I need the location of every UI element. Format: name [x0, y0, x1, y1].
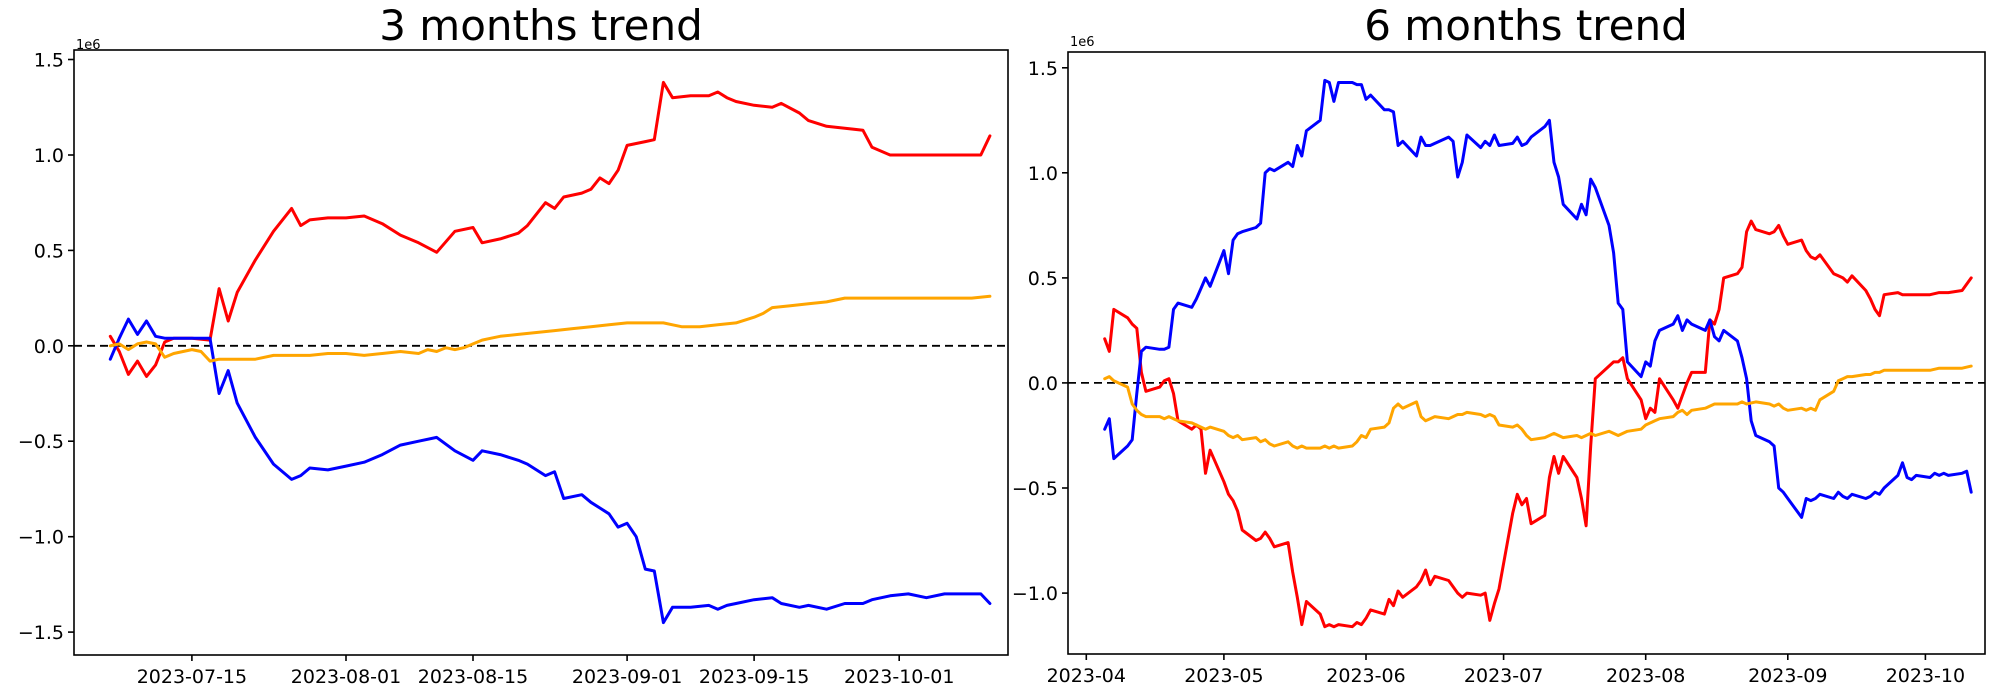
x-tick-label: 2023-09-15: [699, 666, 809, 688]
three-months-trend-chart: 2023-07-15 2023-08-01 2023-08-15 2023-09-01…: [18, 49, 1009, 688]
right-axis-scale-label: 1e6: [1070, 35, 1095, 50]
y-tick-label: −0.5: [1012, 478, 1058, 500]
right-chart-title: 6 months trend: [1364, 1, 1688, 50]
plot-border: [1067, 51, 1986, 655]
x-tick-label: 2023-07-15: [137, 666, 247, 688]
x-tick-label: 2023-08-01: [291, 666, 401, 688]
y-tick-label: 0.0: [1028, 373, 1058, 395]
x-tick-label: 2023-10-01: [844, 666, 954, 688]
x-tick-label: 2023-10: [1886, 665, 1965, 687]
x-tick-label: 2023-07: [1464, 665, 1543, 687]
y-tick-label: −0.5: [18, 431, 64, 453]
y-tick-label: −1.5: [18, 622, 64, 644]
y-tick-label: 1.5: [1028, 58, 1058, 80]
plot-border: [73, 49, 1009, 656]
x-tick-label: 2023-06: [1326, 665, 1405, 687]
left-chart-title: 3 months trend: [379, 1, 703, 50]
x-tick-label: 2023-05: [1184, 665, 1263, 687]
red-series-line: [108, 80, 992, 378]
blue-series-line: [108, 317, 992, 625]
y-tick-label: 0.0: [34, 336, 64, 358]
red-series-line: [1103, 219, 1973, 629]
x-tick-label: 2023-04: [1047, 665, 1126, 687]
x-tick-label: 2023-08-15: [418, 666, 528, 688]
x-tick-label: 2023-08: [1606, 665, 1685, 687]
y-tick-label: 0.5: [34, 240, 64, 262]
six-months-trend-chart: 2023-04 2023-05 2023-06 2023-07 2023-08 2023-…: [1012, 51, 1986, 687]
y-tick-label: 0.5: [1028, 268, 1058, 290]
orange-series-line: [108, 294, 992, 363]
x-tick-label: 2023-09: [1748, 665, 1827, 687]
y-tick-label: 1.0: [1028, 163, 1058, 185]
blue-series-line: [1103, 78, 1973, 519]
y-tick-label: 1.0: [34, 145, 64, 167]
y-tick-label: 1.5: [34, 50, 64, 72]
orange-series-line: [1103, 364, 1973, 450]
x-tick-label: 2023-09-01: [572, 666, 682, 688]
y-tick-label: −1.0: [18, 527, 64, 549]
y-tick-label: −1.0: [1012, 583, 1058, 605]
